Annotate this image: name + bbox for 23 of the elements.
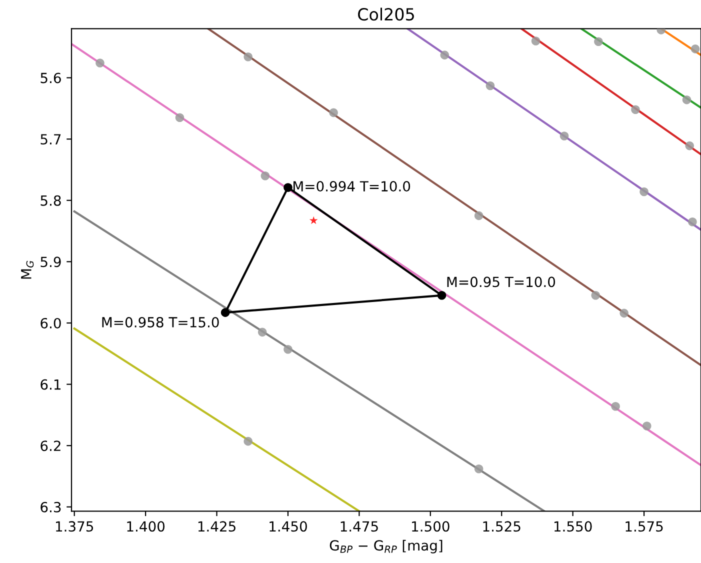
y-tick-label: 6.1	[40, 379, 60, 390]
y-axis-title: M$_{G}$	[21, 260, 34, 279]
chart-title: Col205	[358, 8, 414, 21]
annotation: M=0.958 T=15.0	[102, 316, 219, 328]
x-tick-label: 1.525	[483, 521, 520, 532]
y-tick-label: 5.8	[40, 195, 61, 206]
annotation: M=0.994 T=10.0	[294, 181, 410, 192]
y-tick-label: 5.9	[40, 256, 61, 268]
annotation: M=0.95 T=10.0	[447, 276, 556, 288]
y-tick-label: 6.2	[40, 440, 60, 452]
y-tick-label: 6.0	[40, 318, 61, 328]
x-tick-label: 1.450	[270, 521, 307, 532]
x-tick-label: 1.400	[127, 521, 165, 532]
x-tick-label: 1.575	[626, 521, 663, 532]
x-axis-title: G$_{BP}$ − G$_{RP}$ [mag]	[330, 540, 442, 554]
x-tick-label: 1.475	[340, 521, 378, 532]
y-tick-label: 6.3	[40, 502, 61, 512]
y-tick-label: 5.6	[40, 72, 61, 84]
x-tick-label: 1.375	[56, 521, 94, 532]
x-tick-label: 1.550	[554, 521, 592, 532]
x-tick-label: 1.425	[198, 521, 236, 532]
y-tick-label: 5.7	[40, 134, 61, 145]
x-tick-label: 1.500	[412, 521, 450, 532]
